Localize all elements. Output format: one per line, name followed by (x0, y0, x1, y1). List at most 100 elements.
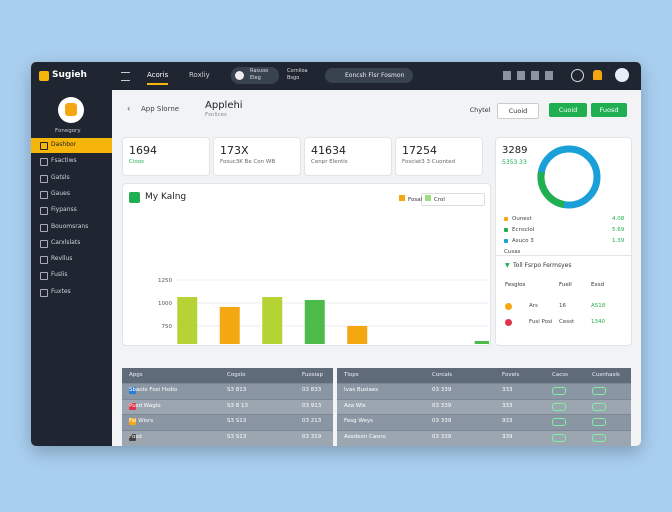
search-box[interactable] (325, 68, 413, 83)
menu-item[interactable]: Fuslis (51, 271, 68, 279)
logo-icon (39, 71, 49, 81)
table-header (337, 368, 631, 383)
window: Sugieh Acoris Roxliy Rasuoo Eleg Cornlio… (31, 62, 641, 446)
menu-icon (40, 239, 48, 248)
summary-label: 5353 33 (502, 159, 527, 166)
cell: S3 S13 (227, 418, 247, 424)
menu-item[interactable]: Dashbor (51, 141, 77, 148)
menu-label[interactable]: Cornlioa (287, 68, 308, 74)
menu-item[interactable]: Bouomsrans (51, 222, 89, 230)
status-toggle[interactable] (552, 418, 566, 426)
status-toggle[interactable] (592, 402, 606, 411)
cell: 03 339 (432, 402, 452, 409)
legend-label: Crol (434, 197, 445, 203)
bar (177, 297, 198, 344)
tab[interactable]: Acoris (147, 71, 169, 85)
button[interactable]: Cuoid (497, 103, 539, 119)
table-row (337, 383, 631, 400)
status-toggle[interactable] (552, 433, 566, 442)
cell: 1340 (591, 319, 605, 325)
status-toggle[interactable] (592, 418, 606, 426)
menu-item[interactable]: Gaues (51, 189, 70, 197)
column-header: Fovels (502, 372, 520, 378)
status-toggle[interactable] (592, 387, 606, 395)
toggle-label: Eleg (250, 75, 261, 81)
table-row (337, 398, 631, 415)
cell: S3 813 (227, 387, 247, 393)
search-text: Eoncsh Flsr Fosmon (345, 72, 405, 79)
toggle-knob (235, 71, 244, 80)
row-icon (129, 387, 136, 394)
legend-value: 1.39 (612, 238, 625, 244)
profile-icon[interactable] (615, 68, 629, 82)
row-icon (129, 418, 136, 425)
legend-swatch (425, 195, 431, 201)
menu-item[interactable]: Fsactiws (51, 157, 77, 165)
cell: Aza Wls (344, 402, 366, 409)
donut (537, 145, 601, 209)
cell: Sbaolo Fosi Hsdio (129, 387, 178, 393)
table-row (122, 398, 333, 415)
column-header: Cacss (552, 372, 568, 378)
cell: 03 319 (302, 433, 322, 440)
button[interactable]: Cuoid (549, 103, 587, 117)
column-header: Tlops (344, 372, 359, 378)
cell: 933 (502, 418, 513, 424)
stat-card (395, 137, 483, 176)
menu-icon (40, 272, 48, 281)
stat-label: Cenpr Elentis (311, 159, 348, 165)
status-toggle[interactable] (552, 387, 566, 395)
table-row (122, 429, 333, 446)
cell: 339 (502, 433, 513, 440)
stat-value: 1694 (129, 144, 157, 157)
bell-icon[interactable] (593, 70, 602, 80)
cell: Cesst (559, 319, 575, 325)
menu-item[interactable]: Fuxtes (51, 287, 71, 295)
cell: Fosd (129, 433, 142, 440)
cell: 03 339 (432, 418, 452, 424)
cell: 03 339 (432, 433, 452, 440)
stat-label: Fosuc3K Be Con WB (220, 159, 276, 165)
chart-controls[interactable] (421, 193, 485, 206)
legend-value: 4.08 (612, 216, 625, 222)
menu-icon[interactable] (121, 72, 130, 81)
menu-icon (40, 256, 48, 265)
status-toggle[interactable] (552, 402, 566, 411)
row-icon (129, 402, 136, 410)
menu-item[interactable]: Carxlslats (51, 238, 81, 246)
cell: 333 (502, 387, 513, 393)
stat-card (304, 137, 392, 176)
menu-label[interactable]: Bsgo (287, 75, 300, 81)
column-header: Cogslo (227, 372, 246, 378)
toggle-label: Rasuoo (250, 68, 269, 74)
logo: Sugieh (52, 70, 87, 80)
menu-item[interactable]: Fiypanss (51, 206, 77, 214)
legend-name: Ecnsclol (512, 227, 535, 233)
toggle[interactable] (231, 67, 279, 84)
back-arrow[interactable]: ‹ (127, 104, 131, 113)
breadcrumb[interactable]: App Slorne (141, 105, 180, 113)
icon: ▼ (505, 262, 510, 269)
cell: Assdeon Casno (344, 433, 386, 440)
legend-dot (504, 239, 508, 243)
tab[interactable]: Roxliy (189, 71, 210, 79)
status-toggle[interactable] (592, 433, 606, 442)
button[interactable]: Fuosd (591, 103, 627, 117)
column-header: Fuell (559, 282, 572, 288)
summary-card (495, 137, 632, 346)
menu-item[interactable]: Gatsls (51, 173, 70, 181)
cell: Pusd Wagio (129, 402, 161, 409)
cell: S3 8 13 (227, 402, 248, 409)
y-tick-label: 1000 (158, 301, 172, 307)
button[interactable]: Chytel (469, 106, 491, 114)
menu-icon (40, 174, 48, 183)
bar (304, 299, 325, 344)
cell: Fesg Weys (344, 418, 373, 424)
active-item-bg (31, 138, 112, 153)
divider (495, 255, 631, 256)
stat-value: 173X (220, 144, 249, 157)
notification-icon[interactable] (571, 69, 584, 82)
menu-item[interactable]: Revllus (51, 255, 73, 263)
toolbar-icons[interactable] (503, 71, 559, 80)
